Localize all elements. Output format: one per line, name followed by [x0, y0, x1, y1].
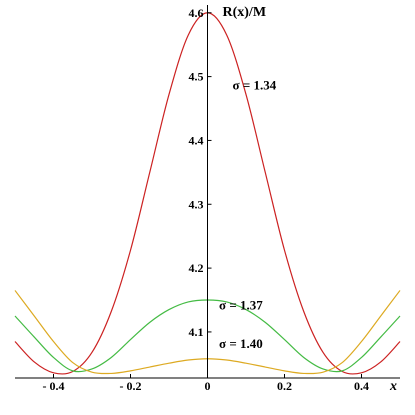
y-axis-label: R(x)/M: [223, 5, 267, 20]
y-tick-label-0: 4.1: [189, 325, 204, 339]
series-label-1: σ = 1.37: [219, 298, 263, 313]
ticks-layer: - 0.4 - 0.2 0 0.2 0.4 4.1 4.2 4.3 4.4 4.5 4.6: [43, 6, 370, 393]
x-tick-label-0: - 0.4: [43, 379, 65, 393]
y-tick-label-1: 4.2: [189, 261, 204, 275]
x-tick-label-3: 0.2: [277, 379, 292, 393]
x-tick-label-2: 0: [205, 379, 211, 393]
y-tick-label-5: 4.6: [189, 6, 204, 20]
x-tick-label-1: - 0.2: [120, 379, 142, 393]
series-label-0: σ = 1.34: [233, 77, 277, 92]
x-axis-label: x: [389, 379, 397, 394]
y-tick-label-4: 4.5: [189, 70, 204, 84]
y-tick-label-3: 4.4: [189, 133, 204, 147]
series-label-2: σ = 1.40: [219, 336, 263, 351]
series-labels-layer: σ = 1.34 σ = 1.37 σ = 1.40: [219, 77, 277, 351]
y-tick-label-2: 4.3: [189, 197, 204, 211]
x-tick-label-4: 0.4: [354, 379, 369, 393]
